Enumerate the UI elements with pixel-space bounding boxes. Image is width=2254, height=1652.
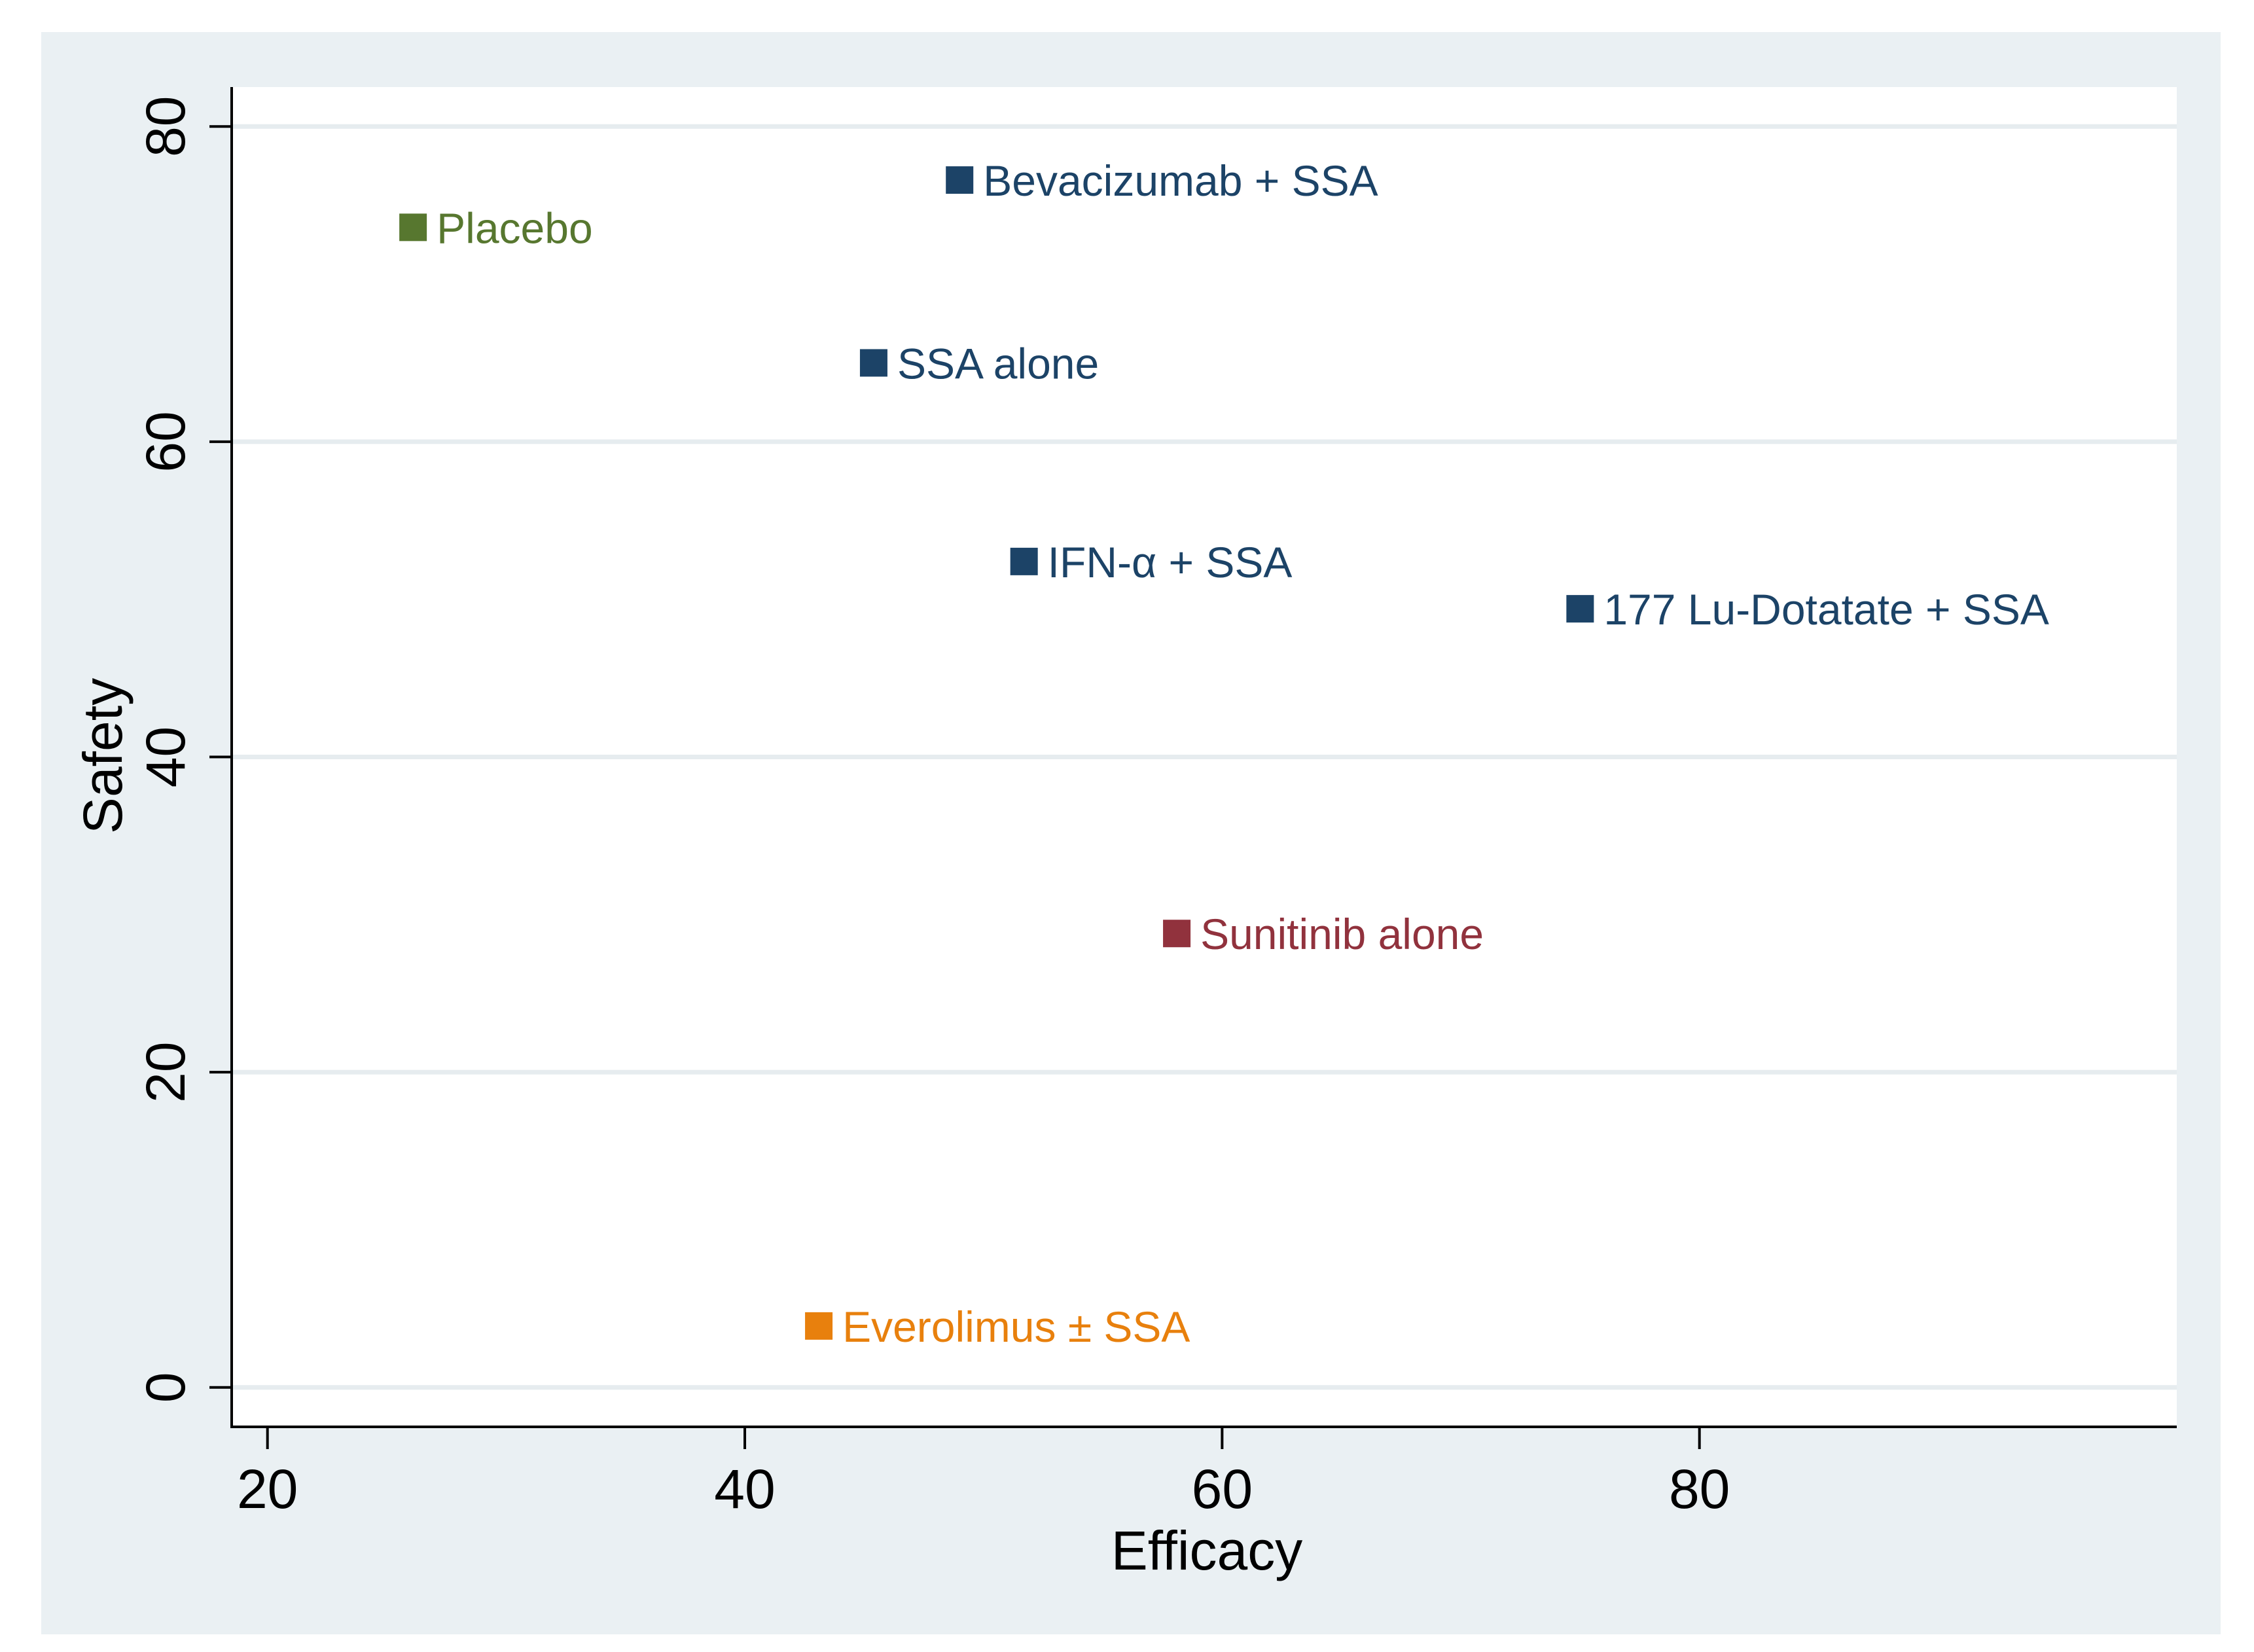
y-tick-label: 0 — [135, 1372, 196, 1403]
y-tick-label: 40 — [135, 727, 196, 787]
x-axis-title: Efficacy — [1111, 1520, 1303, 1581]
x-tick-label: 20 — [237, 1458, 298, 1520]
data-point-marker — [805, 1312, 833, 1340]
data-point-label: SSA alone — [897, 339, 1099, 387]
y-tick-label: 20 — [135, 1041, 196, 1102]
y-tick-label: 80 — [135, 96, 196, 156]
x-tick-label: 80 — [1669, 1458, 1730, 1520]
data-point-label: 177 Lu-Dotatate + SSA — [1603, 585, 2049, 634]
data-point-marker — [859, 349, 887, 377]
data-point-label: Bevacizumab + SSA — [983, 156, 1378, 205]
data-point-label: Everolimus ± SSA — [842, 1302, 1190, 1351]
x-tick-label: 60 — [1192, 1458, 1253, 1520]
data-point-marker — [1163, 920, 1191, 948]
data-point-marker — [1010, 547, 1038, 575]
data-point-marker — [399, 213, 427, 242]
x-tick-label: 40 — [714, 1458, 775, 1520]
axis-ticks: 0 20 40 60 80 20 40 60 80 — [135, 96, 1730, 1520]
data-point-marker — [946, 166, 974, 194]
gridlines — [232, 124, 2177, 1390]
y-axis-title: Safety — [72, 678, 134, 834]
data-points: Placebo Bevacizumab + SSA SSA alone IFN-α +… — [399, 156, 2049, 1351]
data-point-label: IFN-α + SSA — [1048, 538, 1293, 586]
data-point-marker — [1566, 595, 1594, 623]
data-point-label: Placebo — [437, 204, 593, 252]
y-tick-label: 60 — [135, 411, 196, 472]
data-point-label: Sunitinib alone — [1200, 910, 1484, 958]
